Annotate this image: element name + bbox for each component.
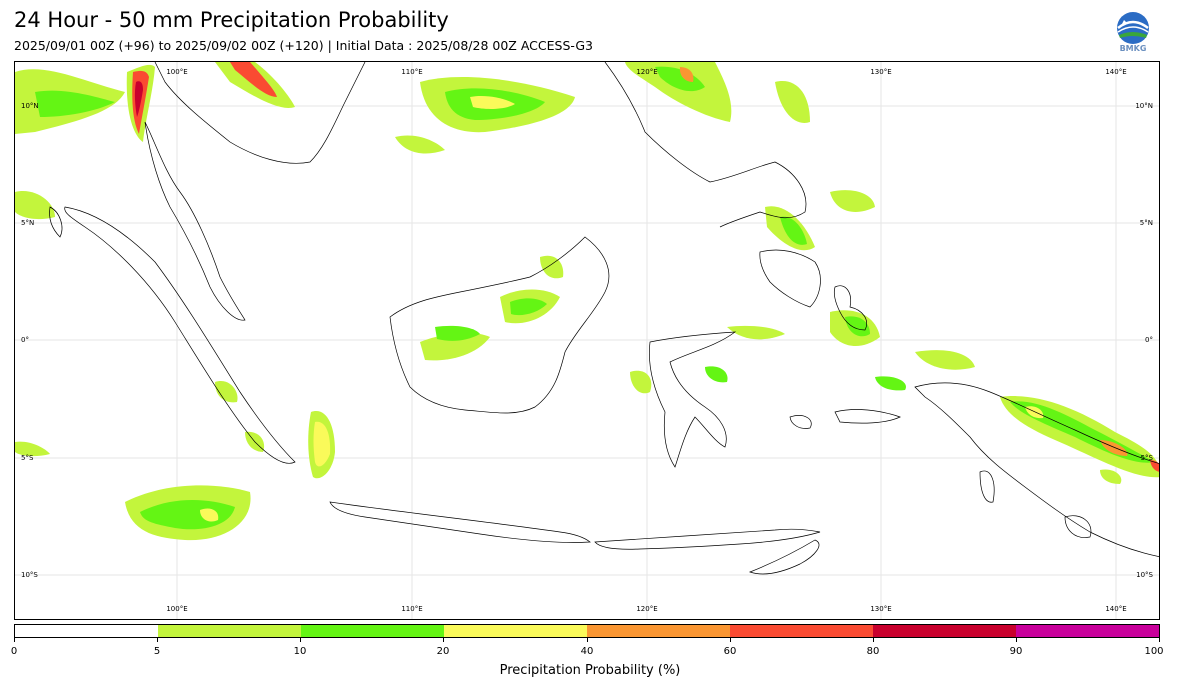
lon-label-top: 100°E — [166, 68, 188, 76]
colorbar-tick-label: 90 — [1009, 646, 1023, 657]
precipitation-shading — [15, 62, 1159, 541]
lat-label-right: 5°S — [1140, 454, 1153, 462]
map-panel: 10°N 5°N 0° 5°S 10°S 10°N 5°N 0° 5°S 10°… — [14, 61, 1160, 620]
precipitation-map — [15, 62, 1159, 619]
colorbar-tick-label: 10 — [293, 646, 307, 657]
coastlines — [49, 62, 1159, 575]
lat-label-right: 5°N — [1139, 219, 1153, 227]
colorbar-segment — [15, 625, 158, 637]
chart-subtitle: 2025/09/01 00Z (+96) to 2025/09/02 00Z (… — [14, 38, 593, 53]
colorbar — [14, 624, 1160, 638]
colorbar-tick-label: 60 — [723, 646, 737, 657]
colorbar-tick-label: 40 — [580, 646, 594, 657]
colorbar-label: Precipitation Probability (%) — [499, 663, 681, 678]
lon-label-top: 130°E — [870, 68, 892, 76]
lat-label-right: 10°N — [1135, 102, 1153, 110]
colorbar-segment — [301, 625, 444, 637]
lat-label-right: 10°S — [1136, 571, 1153, 579]
colorbar-tick-label: 80 — [866, 646, 880, 657]
colorbar-tickmark — [730, 638, 731, 642]
colorbar-segment — [158, 625, 301, 637]
lat-label-left: 5°S — [21, 454, 34, 462]
lon-label-bottom: 140°E — [1105, 605, 1127, 613]
colorbar-tickmark — [157, 638, 158, 642]
lat-label-left: 10°S — [21, 571, 38, 579]
colorbar-tick-label: 20 — [436, 646, 450, 657]
colorbar-tickmark — [300, 638, 301, 642]
chart-title: 24 Hour - 50 mm Precipitation Probabilit… — [14, 8, 449, 32]
colorbar-tickmark — [14, 638, 15, 642]
lon-label-top: 110°E — [401, 68, 423, 76]
colorbar-segment — [587, 625, 730, 637]
lat-label-right: 0° — [1145, 336, 1153, 344]
colorbar-segment — [1016, 625, 1159, 637]
colorbar-segment — [730, 625, 873, 637]
lon-label-bottom: 100°E — [166, 605, 188, 613]
logo-text: BMKG — [1119, 44, 1147, 53]
colorbar-segment — [444, 625, 587, 637]
colorbar-tickmark — [443, 638, 444, 642]
colorbar-tickmark — [587, 638, 588, 642]
lat-label-left: 5°N — [21, 219, 35, 227]
lat-label-left: 0° — [21, 336, 29, 344]
colorbar-tickmark — [873, 638, 874, 642]
colorbar-tick-label: 100 — [1144, 646, 1164, 657]
lon-label-bottom: 110°E — [401, 605, 423, 613]
lon-label-top: 140°E — [1105, 68, 1127, 76]
lon-label-bottom: 130°E — [870, 605, 892, 613]
colorbar-segment — [873, 625, 1016, 637]
colorbar-tick-label: 5 — [153, 646, 161, 657]
colorbar-tickmark — [1159, 638, 1160, 642]
lat-label-left: 10°N — [21, 102, 39, 110]
bmkg-logo-icon — [1117, 12, 1149, 44]
colorbar-tick-label: 0 — [10, 646, 18, 657]
lon-label-top: 120°E — [636, 68, 658, 76]
lon-label-bottom: 120°E — [636, 605, 658, 613]
colorbar-tickmark — [1016, 638, 1017, 642]
